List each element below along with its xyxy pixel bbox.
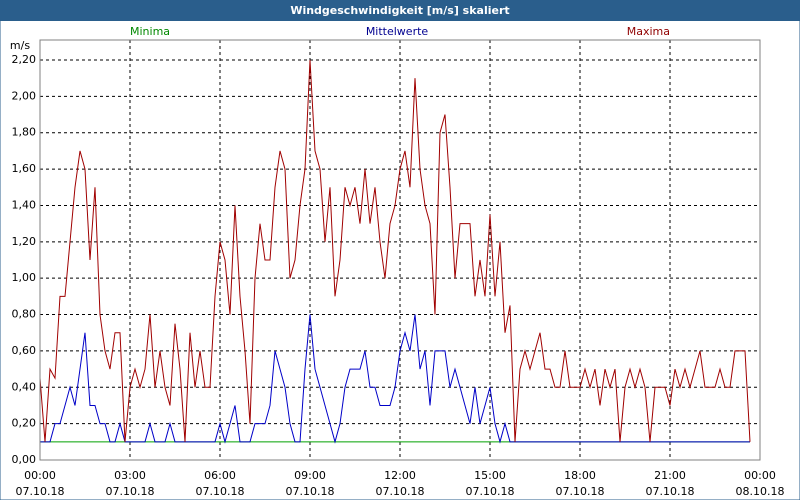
y-tick-label: 1,00: [12, 271, 37, 284]
plot-border: [39, 39, 761, 461]
title-bar: [0, 0, 800, 21]
legend-label: Mittelwerte: [366, 25, 429, 38]
x-tick-date: 07.10.18: [286, 485, 335, 498]
chart-title: Windgeschwindigkeit [m/s] skaliert: [290, 4, 509, 17]
y-tick-label: 0,20: [12, 417, 37, 430]
x-tick-date: 07.10.18: [466, 485, 515, 498]
y-tick-label: 1,40: [12, 198, 37, 211]
x-tick-label: 15:00: [474, 469, 506, 482]
y-tick-label: 1,60: [12, 162, 37, 175]
legend-label: Minima: [130, 25, 170, 38]
x-tick-label: 21:00: [654, 469, 686, 482]
x-tick-date: 07.10.18: [196, 485, 245, 498]
x-tick-date: 08.10.18: [736, 485, 785, 498]
y-tick-label: 2,00: [12, 89, 37, 102]
x-tick-label: 06:00: [204, 469, 236, 482]
series-line: [39, 59, 751, 442]
x-tick-label: 12:00: [384, 469, 416, 482]
x-tick-label: 09:00: [294, 469, 326, 482]
x-tick-date: 07.10.18: [556, 485, 605, 498]
x-tick-label: 00:00: [744, 469, 776, 482]
y-tick-label: 2,20: [12, 53, 37, 66]
y-unit: m/s: [10, 39, 30, 52]
x-tick-label: 00:00: [24, 469, 56, 482]
x-tick-date: 07.10.18: [16, 485, 65, 498]
x-tick-date: 07.10.18: [106, 485, 155, 498]
y-tick-label: 0,60: [12, 344, 37, 357]
x-tick-label: 03:00: [114, 469, 146, 482]
x-tick-date: 07.10.18: [376, 485, 425, 498]
y-tick-label: 0,40: [12, 380, 37, 393]
x-tick-label: 18:00: [564, 469, 596, 482]
y-tick-label: 0,80: [12, 308, 37, 321]
series-line: [40, 314, 750, 444]
legend-label: Maxima: [627, 25, 670, 38]
x-tick-date: 07.10.18: [646, 485, 695, 498]
y-tick-label: 1,20: [12, 235, 37, 248]
y-tick-label: 0,00: [12, 453, 37, 466]
y-tick-label: 1,80: [12, 126, 37, 139]
